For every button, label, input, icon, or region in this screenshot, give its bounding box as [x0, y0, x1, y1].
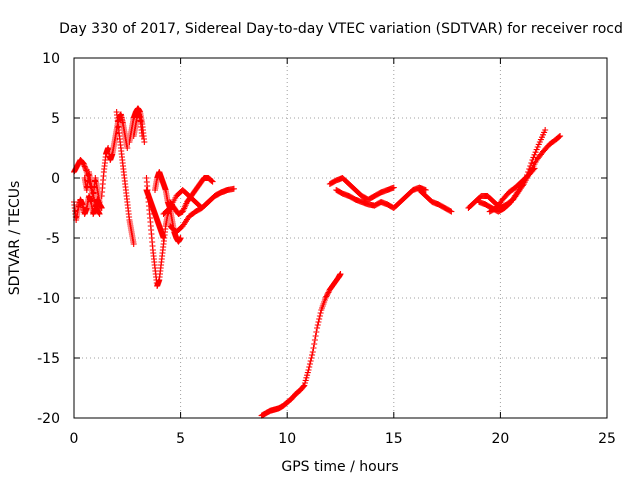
- y-tick-label: 10: [42, 51, 60, 67]
- data-point: [160, 235, 167, 241]
- data-point: [317, 310, 324, 316]
- data-point: [300, 383, 307, 390]
- data-point: [141, 139, 148, 145]
- data-point: [422, 187, 429, 193]
- data-point: [301, 382, 308, 389]
- y-axis-label: SDTVAR / TECUs: [7, 181, 23, 296]
- series-arc-20: [486, 165, 538, 215]
- x-axis-label: GPS time / hours: [281, 459, 398, 475]
- y-tick-label: -20: [37, 411, 60, 427]
- data-point: [325, 289, 332, 296]
- tick-labels: 0 5 10 15 20 25 -20 -15 -10 -5 0 5 10: [37, 51, 616, 447]
- data-point: [542, 127, 549, 133]
- data-point: [390, 184, 397, 191]
- data-point: [555, 134, 562, 141]
- data-point: [312, 333, 319, 339]
- y-tick-label: -10: [37, 291, 60, 307]
- x-tick-label: 10: [278, 431, 296, 447]
- data-point: [230, 185, 237, 192]
- data-point: [177, 235, 184, 241]
- data-point: [304, 369, 311, 376]
- data-point: [534, 144, 541, 150]
- data-point: [530, 166, 537, 173]
- data-point: [311, 337, 318, 343]
- x-tick-label: 5: [176, 431, 185, 447]
- series-arc-9: [143, 187, 167, 241]
- data-point: [309, 349, 316, 355]
- data-point: [316, 316, 323, 322]
- series-arc-15: [326, 175, 397, 203]
- data-point: [314, 325, 321, 331]
- data-point: [314, 322, 321, 328]
- series-arc-4: [98, 111, 131, 199]
- x-tick-label: 15: [385, 431, 403, 447]
- data-point: [124, 145, 131, 151]
- series-arc-18: [465, 127, 549, 211]
- data-point: [315, 319, 322, 325]
- data-point: [323, 293, 330, 300]
- data-point: [96, 199, 103, 205]
- x-tick-label: 0: [70, 431, 79, 447]
- data-point: [557, 133, 564, 139]
- data-point: [447, 208, 454, 214]
- series-arc-16: [333, 184, 429, 211]
- data-point: [310, 345, 317, 351]
- data-point: [130, 241, 137, 247]
- series-arc-19: [476, 133, 564, 215]
- series-arc-14: [258, 271, 344, 419]
- data-point: [302, 377, 309, 384]
- y-tick-label: 0: [51, 171, 60, 187]
- data-point: [305, 367, 312, 373]
- data-point: [531, 165, 538, 172]
- y-tick-label: -15: [37, 351, 60, 367]
- series-arc-6: [126, 105, 148, 145]
- data-point: [313, 329, 320, 335]
- data-point: [306, 361, 313, 367]
- data-point: [556, 133, 563, 140]
- series-arc-7: [130, 109, 146, 139]
- data-point: [306, 364, 313, 370]
- data-point: [308, 355, 315, 361]
- x-tick-label: 25: [598, 431, 616, 447]
- data-point: [323, 292, 330, 299]
- data-point: [96, 211, 103, 217]
- data-point: [322, 295, 329, 301]
- data-point: [98, 205, 105, 211]
- series-arc-3: [81, 169, 103, 205]
- data-marks: [71, 105, 564, 419]
- series-arc-13: [166, 175, 216, 217]
- data-point: [530, 154, 537, 161]
- plot-frame: [73, 57, 608, 419]
- y-tick-label: 5: [51, 111, 60, 127]
- data-point: [208, 177, 215, 184]
- data-point: [324, 290, 331, 297]
- data-point: [301, 380, 308, 386]
- y-tick-label: -5: [46, 231, 60, 247]
- data-point: [304, 372, 311, 379]
- data-point: [209, 178, 216, 185]
- data-point: [448, 208, 455, 215]
- series-arc-12: [166, 187, 231, 235]
- data-point: [208, 178, 215, 184]
- series-arc-17: [416, 187, 455, 215]
- data-point: [532, 149, 539, 156]
- x-tick-label: 20: [491, 431, 509, 447]
- data-point: [309, 352, 316, 358]
- chart-title: Day 330 of 2017, Sidereal Day-to-day VTE…: [59, 21, 623, 37]
- data-point: [303, 374, 310, 381]
- data-point: [224, 187, 231, 193]
- data-point: [307, 358, 314, 364]
- data-point: [531, 151, 538, 158]
- data-point: [311, 341, 318, 347]
- data-point: [337, 271, 344, 277]
- series-arc-5: [113, 109, 137, 247]
- data-point: [316, 313, 323, 319]
- data-point: [533, 146, 540, 153]
- data-point: [139, 133, 146, 139]
